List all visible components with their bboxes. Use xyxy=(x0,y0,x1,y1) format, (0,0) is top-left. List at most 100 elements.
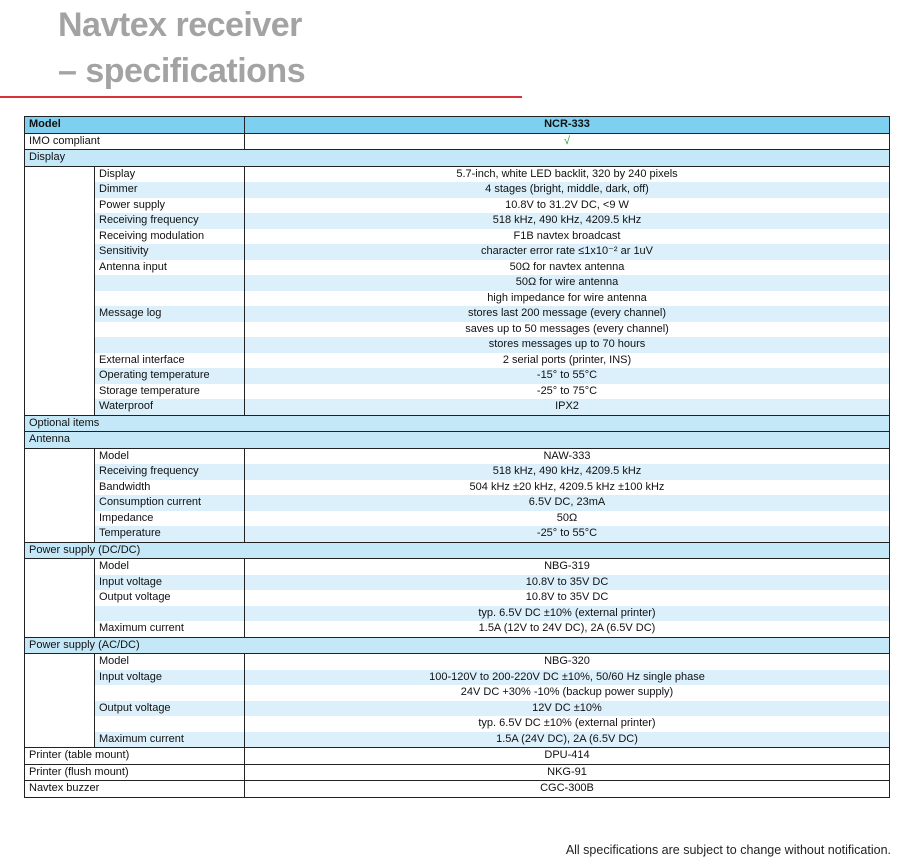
spec-value: high impedance for wire antenna xyxy=(244,290,890,306)
spec-row: stores messages up to 70 hours xyxy=(25,337,890,353)
spec-value: 504 kHz ±20 kHz, 4209.5 kHz ±100 kHz xyxy=(244,479,890,495)
spec-value: stores messages up to 70 hours xyxy=(244,337,890,353)
spec-label xyxy=(94,321,245,337)
spec-value: 6.5V DC, 23mA xyxy=(244,495,890,511)
spec-row: Printer (table mount) DPU-414 xyxy=(24,747,890,765)
spec-value: 12V DC ±10% xyxy=(244,700,890,716)
spec-label: Display xyxy=(94,165,245,182)
spec-value: 1.5A (24V DC), 2A (6.5V DC) xyxy=(244,731,890,748)
spec-row: Consumption current 6.5V DC, 23mA xyxy=(25,495,890,511)
spec-row: Receiving frequency 518 kHz, 490 kHz, 420… xyxy=(25,213,890,229)
spec-row: Temperature -25° to 55°C xyxy=(25,526,890,543)
spec-row: Operating temperature -15° to 55°C xyxy=(25,368,890,384)
spec-value: 24V DC +30% -10% (backup power supply) xyxy=(244,685,890,701)
spec-value: character error rate ≤1x10⁻² ar 1uV xyxy=(244,244,890,260)
spec-label: Model xyxy=(94,558,245,575)
spec-value: -15° to 55°C xyxy=(244,368,890,384)
spec-value: typ. 6.5V DC ±10% (external printer) xyxy=(244,716,890,732)
spec-value: 10.8V to 31.2V DC, <9 W xyxy=(244,197,890,213)
spec-row: Navtex buzzer CGC-300B xyxy=(24,780,890,798)
spec-label: Waterproof xyxy=(94,399,245,416)
spec-value: 518 kHz, 490 kHz, 4209.5 kHz xyxy=(244,464,890,480)
spec-label: Bandwidth xyxy=(94,479,245,495)
spec-label: Consumption current xyxy=(94,495,245,511)
section-row: Display xyxy=(24,149,890,167)
spec-label: Receiving frequency xyxy=(94,464,245,480)
spec-value: 10.8V to 35V DC xyxy=(244,574,890,590)
section-row: Optional items xyxy=(24,414,890,432)
spec-label: Input voltage xyxy=(94,669,245,685)
spec-row: Message log stores last 200 message (ever… xyxy=(25,306,890,322)
spec-value: CGC-300B xyxy=(244,780,890,798)
group-spacer xyxy=(24,165,95,416)
spec-value: stores last 200 message (every channel) xyxy=(244,306,890,322)
spec-label: Model xyxy=(94,653,245,670)
spec-row: Model NBG-320 xyxy=(24,653,890,748)
spec-value: 50Ω xyxy=(244,510,890,526)
spec-row: Sensitivity character error rate ≤1x10⁻² … xyxy=(25,244,890,260)
spec-row: Waterproof IPX2 xyxy=(25,399,890,416)
spec-row: Receiving frequency 518 kHz, 490 kHz, 420… xyxy=(25,464,890,480)
spec-label xyxy=(94,337,245,353)
spec-label: Impedance xyxy=(94,510,245,526)
spec-row: Input voltage 10.8V to 35V DC xyxy=(25,574,890,590)
spec-label: Output voltage xyxy=(94,590,245,606)
table-header-row: Model NCR-333 xyxy=(24,116,890,134)
check-icon: √ xyxy=(244,132,890,150)
spec-label xyxy=(94,716,245,732)
spec-label: IMO compliant xyxy=(24,132,245,150)
spec-label: Power supply xyxy=(94,197,245,213)
spec-row: Power supply 10.8V to 31.2V DC, <9 W xyxy=(25,197,890,213)
spec-label xyxy=(94,275,245,291)
spec-value: -25° to 55°C xyxy=(244,526,890,543)
spec-row: typ. 6.5V DC ±10% (external printer) xyxy=(25,716,890,732)
spec-value: NBG-320 xyxy=(244,653,890,670)
title-line-1: Navtex receiver xyxy=(58,6,302,44)
spec-value: 4 stages (bright, middle, dark, off) xyxy=(244,182,890,198)
spec-row: Storage temperature -25° to 75°C xyxy=(25,383,890,399)
spec-value: 50Ω for wire antenna xyxy=(244,275,890,291)
title-rule xyxy=(0,96,522,98)
spec-row: Antenna input 50Ω for navtex antenna xyxy=(25,259,890,275)
group-spacer xyxy=(24,447,95,543)
section-row: Antenna xyxy=(24,431,890,449)
spec-value: IPX2 xyxy=(244,399,890,416)
spec-row: high impedance for wire antenna xyxy=(25,290,890,306)
spec-label: Storage temperature xyxy=(94,383,245,399)
spec-row: Model NBG-319 xyxy=(24,558,890,638)
spec-value: 2 serial ports (printer, INS) xyxy=(244,352,890,368)
spec-label: Dimmer xyxy=(94,182,245,198)
spec-label: Operating temperature xyxy=(94,368,245,384)
spec-label: Printer (table mount) xyxy=(24,747,245,765)
spec-row: saves up to 50 messages (every channel) xyxy=(25,321,890,337)
spec-label xyxy=(94,685,245,701)
spec-value: 5.7-inch, white LED backlit, 320 by 240 … xyxy=(244,165,890,182)
spec-label: Temperature xyxy=(94,526,245,543)
spec-row: Printer (flush mount) NKG-91 xyxy=(24,763,890,781)
spec-label: Maximum current xyxy=(94,621,245,638)
spec-row: Display 5.7-inch, white LED backlit, 320 … xyxy=(24,165,890,416)
section-label: Optional items xyxy=(24,414,890,432)
spec-label xyxy=(94,290,245,306)
spec-value: saves up to 50 messages (every channel) xyxy=(244,321,890,337)
footer-note: All specifications are subject to change… xyxy=(565,843,891,857)
spec-label: Printer (flush mount) xyxy=(24,763,245,781)
spec-label: Model xyxy=(94,447,245,464)
section-row: Power supply (DC/DC) xyxy=(24,541,890,559)
section-label: Power supply (DC/DC) xyxy=(24,541,890,559)
spec-row: Maximum current 1.5A (24V DC), 2A (6.5V D… xyxy=(25,731,890,748)
spec-value: typ. 6.5V DC ±10% (external printer) xyxy=(244,605,890,621)
spec-row: Output voltage 10.8V to 35V DC xyxy=(25,590,890,606)
group-spacer xyxy=(24,653,95,748)
header-model: NCR-333 xyxy=(244,116,890,134)
spec-value: 1.5A (12V to 24V DC), 2A (6.5V DC) xyxy=(244,621,890,638)
spec-value: NAW-333 xyxy=(244,447,890,464)
spec-label: Maximum current xyxy=(94,731,245,748)
spec-value: 518 kHz, 490 kHz, 4209.5 kHz xyxy=(244,213,890,229)
spec-row: typ. 6.5V DC ±10% (external printer) xyxy=(25,605,890,621)
spec-value: 100-120V to 200-220V DC ±10%, 50/60 Hz s… xyxy=(244,669,890,685)
section-label: Power supply (AC/DC) xyxy=(24,636,890,654)
spec-row: Dimmer 4 stages (bright, middle, dark, of… xyxy=(25,182,890,198)
spec-value: 10.8V to 35V DC xyxy=(244,590,890,606)
spec-value: NKG-91 xyxy=(244,763,890,781)
